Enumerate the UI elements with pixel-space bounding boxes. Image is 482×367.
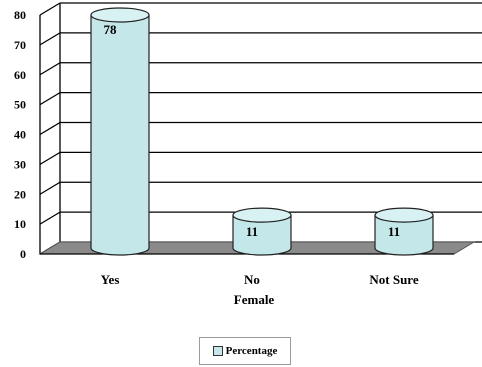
y-tick-label: 30 <box>14 157 26 171</box>
y-tick-label: 60 <box>14 68 26 82</box>
bar-top <box>374 207 434 223</box>
y-tick-label: 0 <box>20 247 26 261</box>
bar-top <box>232 207 292 223</box>
gridline-side <box>39 92 61 106</box>
gridline-side <box>39 2 61 16</box>
legend-swatch-percentage <box>212 346 223 356</box>
data-label: 11 <box>388 224 400 239</box>
bar: 11 <box>374 207 434 256</box>
y-tick-label: 10 <box>14 217 26 231</box>
y-tick-label: 80 <box>14 8 26 22</box>
y-tick-label: 50 <box>14 98 26 112</box>
gridline-side <box>39 211 61 225</box>
bar-body <box>232 214 292 256</box>
gridline-side <box>39 181 61 195</box>
y-tick-label: 40 <box>14 128 26 142</box>
x-axis-title: Female <box>234 292 275 307</box>
data-label: 78 <box>104 22 118 37</box>
x-category-label: Yes <box>101 272 120 287</box>
y-tick-label: 20 <box>14 187 26 201</box>
x-category-label: Not Sure <box>369 272 418 287</box>
y-axis-ticks: 0 10 20 30 40 50 60 70 80 <box>14 8 26 261</box>
x-axis-categories: Yes No Not Sure <box>101 272 419 287</box>
legend: Percentage <box>199 337 291 365</box>
bar-body <box>90 14 150 256</box>
bars: 78 11 11 <box>90 7 434 256</box>
x-category-label: No <box>244 272 260 287</box>
gridline-side <box>39 32 61 46</box>
bar: 11 <box>232 207 292 256</box>
data-label: 11 <box>246 224 258 239</box>
gridline-side <box>39 151 61 165</box>
bar-top <box>90 7 150 23</box>
y-tick-label: 70 <box>14 38 26 52</box>
bar: 78 <box>90 7 150 256</box>
gridline-side <box>39 62 61 76</box>
bar-body <box>374 214 434 256</box>
legend-label-percentage: Percentage <box>225 345 278 357</box>
gridline-side <box>39 121 61 136</box>
